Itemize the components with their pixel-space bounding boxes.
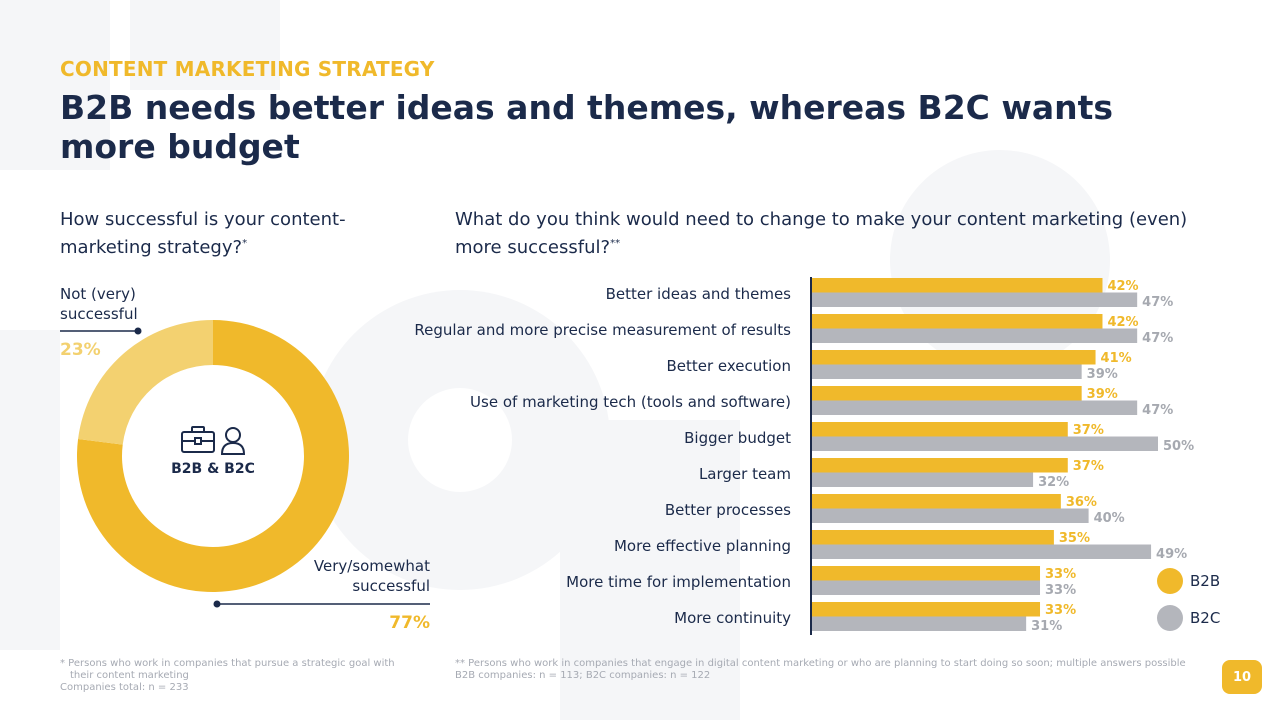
bar-b2c bbox=[811, 472, 1034, 487]
not-successful-leader-dot bbox=[134, 327, 142, 335]
footnote-right-line1: ** Persons who work in companies that en… bbox=[455, 658, 1186, 669]
bar-b2b bbox=[811, 350, 1096, 365]
value-label-b2c: 39% bbox=[1087, 367, 1118, 382]
legend-dot-b2c bbox=[1157, 605, 1183, 631]
bar-b2c bbox=[811, 364, 1082, 379]
bar-b2c bbox=[811, 616, 1027, 631]
value-label-b2b: 35% bbox=[1059, 531, 1090, 546]
value-label-b2b: 39% bbox=[1087, 387, 1118, 402]
donut-question-text: How successful is your content-marketing… bbox=[60, 209, 346, 258]
page-title: B2B needs better ideas and themes, where… bbox=[60, 88, 1114, 166]
category-label: Better processes bbox=[665, 501, 791, 519]
center-icons bbox=[181, 426, 246, 455]
bar-b2b bbox=[811, 530, 1054, 545]
value-label-b2c: 31% bbox=[1031, 619, 1062, 634]
successful-percent: 77% bbox=[389, 613, 430, 633]
page-number-badge: 10 bbox=[1222, 660, 1262, 694]
successful-label: Very/somewhat successful bbox=[230, 556, 430, 596]
bar-b2b bbox=[811, 566, 1041, 581]
value-label-b2b: 37% bbox=[1073, 459, 1104, 474]
category-label: More continuity bbox=[674, 609, 791, 627]
value-label-b2b: 42% bbox=[1107, 279, 1138, 294]
eyebrow-label: CONTENT MARKETING STRATEGY bbox=[60, 57, 435, 81]
briefcase-icon bbox=[181, 426, 215, 453]
bar-b2c bbox=[811, 400, 1138, 415]
not-successful-label-line2: successful bbox=[60, 305, 138, 323]
footnote-left-line3: Companies total: n = 233 bbox=[60, 682, 189, 693]
bar-b2b bbox=[811, 278, 1103, 293]
bar-b2c bbox=[811, 508, 1089, 523]
legend-label-b2b: B2B bbox=[1190, 572, 1220, 590]
value-label-b2b: 37% bbox=[1073, 423, 1104, 438]
donut-center-label: B2B & B2C bbox=[171, 461, 255, 477]
value-label-b2c: 47% bbox=[1142, 295, 1173, 310]
bar-b2b bbox=[811, 602, 1041, 617]
not-successful-percent: 23% bbox=[60, 340, 101, 360]
category-label: More effective planning bbox=[614, 537, 791, 555]
donut-question-mark: * bbox=[242, 238, 248, 249]
category-label: Better execution bbox=[666, 357, 791, 375]
donut-slice-successful bbox=[76, 320, 350, 592]
bar-question-text: What do you think would need to change t… bbox=[455, 209, 1188, 258]
donut-question: How successful is your content-marketing… bbox=[60, 208, 420, 260]
footnote-left-line2: their content marketing bbox=[70, 670, 189, 681]
bar-b2b bbox=[811, 422, 1068, 437]
value-label-b2b: 41% bbox=[1101, 351, 1132, 366]
category-label: Use of marketing tech (tools and softwar… bbox=[470, 393, 791, 411]
value-label-b2c: 32% bbox=[1038, 475, 1069, 490]
footnote-right-line2: B2B companies: n = 113; B2C companies: n… bbox=[455, 670, 711, 681]
value-label-b2c: 47% bbox=[1142, 403, 1173, 418]
not-successful-label-line1: Not (very) bbox=[60, 285, 136, 303]
category-label: Bigger budget bbox=[684, 429, 791, 447]
value-label-b2b: 33% bbox=[1045, 603, 1076, 618]
value-label-b2c: 47% bbox=[1142, 331, 1173, 346]
value-label-b2c: 33% bbox=[1045, 583, 1076, 598]
bar-b2b bbox=[811, 458, 1068, 473]
value-label-b2b: 33% bbox=[1045, 567, 1076, 582]
bar-b2b bbox=[811, 386, 1082, 401]
bar-b2b bbox=[811, 314, 1103, 329]
bar-b2c bbox=[811, 328, 1138, 343]
donut-slice-not-successful bbox=[78, 320, 213, 445]
donut-chart bbox=[76, 320, 350, 592]
not-successful-label: Not (very) successful bbox=[60, 284, 138, 324]
bar-chart: Better ideas and themes 42% 47% Regular and… bbox=[414, 277, 1194, 635]
value-label-b2c: 49% bbox=[1156, 547, 1187, 562]
bar-question: What do you think would need to change t… bbox=[455, 208, 1215, 260]
footnote-right: ** Persons who work in companies that en… bbox=[455, 658, 1215, 682]
footnote-left-line1: * Persons who work in companies that pur… bbox=[60, 658, 395, 669]
bar-b2c bbox=[811, 292, 1138, 307]
bar-question-mark: ** bbox=[610, 238, 621, 249]
value-label-b2c: 50% bbox=[1163, 439, 1194, 454]
bar-b2c bbox=[811, 544, 1152, 559]
bar-b2c bbox=[811, 580, 1041, 595]
bar-b2b bbox=[811, 494, 1061, 509]
donut-leader-lines bbox=[60, 327, 430, 608]
bar-b2c bbox=[811, 436, 1158, 451]
category-label: Better ideas and themes bbox=[606, 285, 792, 303]
footnote-left: * Persons who work in companies that pur… bbox=[60, 658, 440, 694]
category-label: Larger team bbox=[699, 465, 791, 483]
chart-legend: B2B B2C bbox=[1157, 568, 1220, 631]
value-label-b2b: 36% bbox=[1066, 495, 1097, 510]
legend-dot-b2b bbox=[1157, 568, 1183, 594]
legend-label-b2c: B2C bbox=[1190, 609, 1220, 627]
successful-label-line1: Very/somewhat bbox=[313, 557, 430, 575]
successful-label-line2: successful bbox=[352, 577, 430, 595]
successful-leader-dot bbox=[213, 600, 221, 608]
person-icon bbox=[220, 427, 246, 455]
category-label: More time for implementation bbox=[566, 573, 791, 591]
value-label-b2b: 42% bbox=[1107, 315, 1138, 330]
category-label: Regular and more precise measurement of … bbox=[414, 321, 791, 339]
value-label-b2c: 40% bbox=[1094, 511, 1125, 526]
